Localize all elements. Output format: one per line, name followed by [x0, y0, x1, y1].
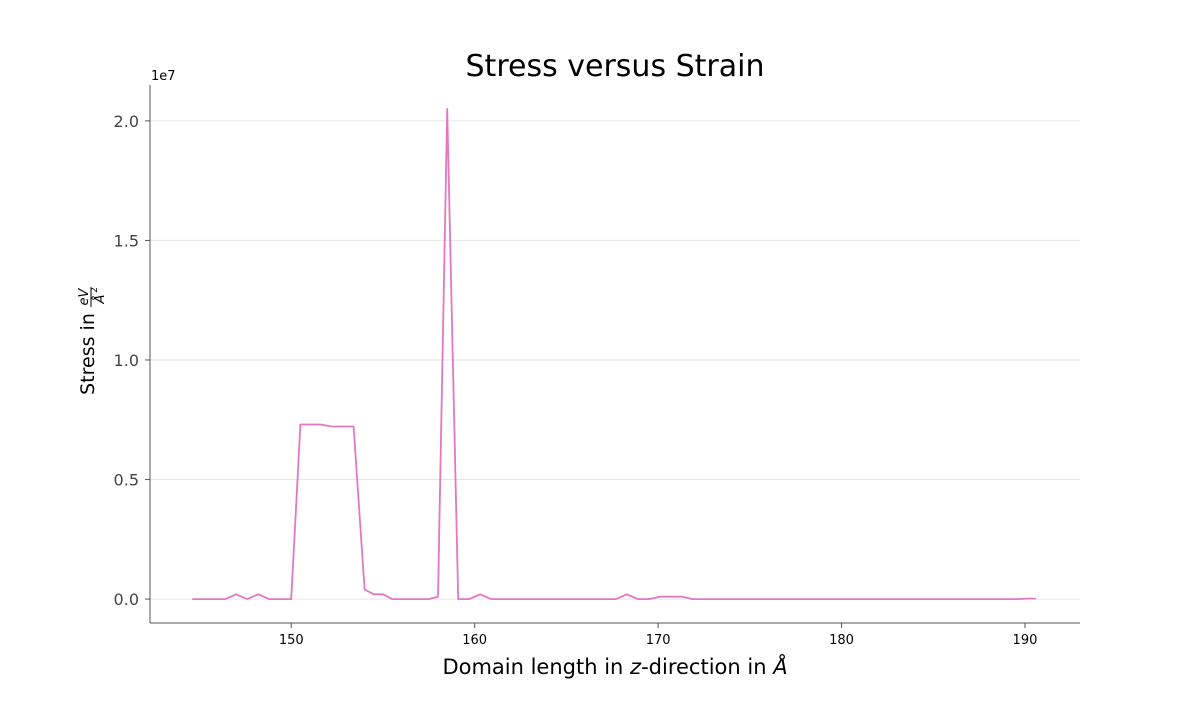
x-tick-label: 190	[1013, 633, 1038, 648]
y-tick-label: 0.5	[114, 471, 139, 490]
y-label-unit-exponent: 2	[90, 287, 100, 293]
svg-text:Stress in: Stress in	[77, 313, 99, 395]
x-label-part: Domain length in	[442, 655, 630, 679]
series	[192, 108, 1036, 600]
x-label-part: -direction in	[641, 655, 773, 679]
x-tick-label: 180	[829, 633, 854, 648]
x-tick-label: 170	[646, 633, 671, 648]
x-label-variable: z	[629, 655, 642, 679]
x-axis-label: Domain length in z-direction in Å	[442, 653, 787, 679]
y-tick-label: 2.0	[114, 112, 139, 131]
y-tick-label: 0.0	[114, 590, 139, 609]
y-label-unit-denominator: Å	[92, 295, 108, 305]
y-label-unit-numerator: eV	[77, 287, 92, 305]
y-tick-label: 1.5	[114, 231, 139, 250]
gridlines	[150, 120, 1080, 600]
y-axis-label: Stress in eV Å 2	[77, 287, 108, 395]
y-ticks: 0.0 0.5 1.0 1.5 2.0	[114, 112, 150, 609]
y-label-text: Stress in	[77, 313, 99, 395]
x-ticks: 150 160 170 180 190	[279, 623, 1038, 648]
y-offset-label: 1e7	[151, 69, 176, 84]
x-tick-label: 160	[462, 633, 487, 648]
x-label-unit: Å	[771, 653, 787, 679]
axes	[149, 85, 1080, 624]
chart-title: Stress versus Strain	[466, 49, 765, 84]
x-tick-label: 150	[279, 633, 304, 648]
y-tick-label: 1.0	[114, 351, 139, 370]
series-line	[192, 108, 1036, 600]
